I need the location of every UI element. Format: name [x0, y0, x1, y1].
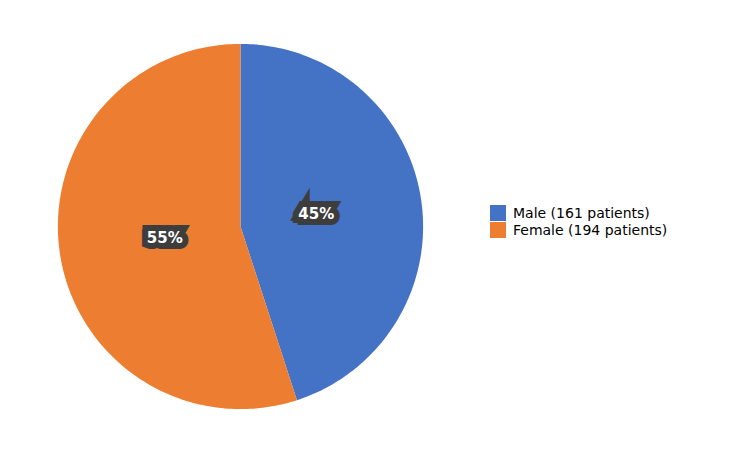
svg-text:55%: 55%	[147, 229, 183, 247]
html-text:Female (194 patients): Female (194 patients)	[513, 222, 668, 238]
html-text:Male (161 patients): Male (161 patients)	[513, 205, 650, 221]
svg-text:45%: 45%	[298, 205, 334, 223]
